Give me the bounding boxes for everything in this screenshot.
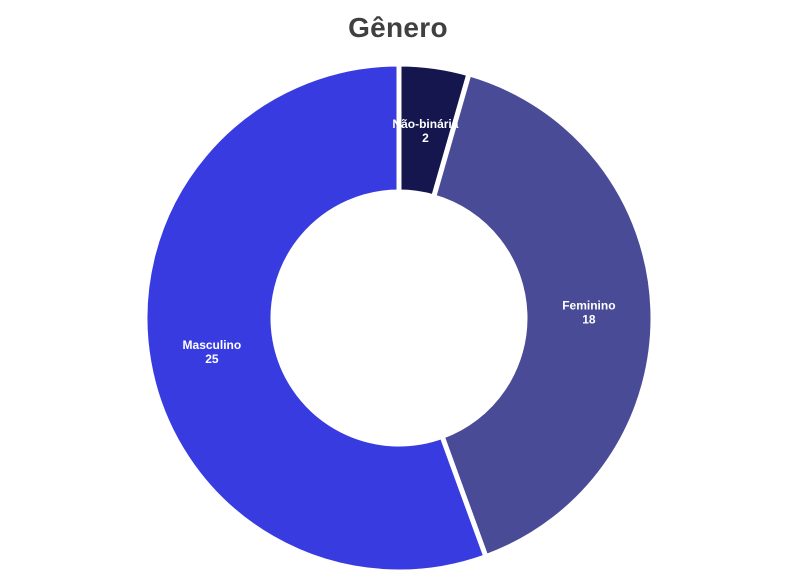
slice-label-feminino: Feminino <box>562 298 615 312</box>
slice-value-masculino: 25 <box>205 352 219 366</box>
chart-title: Gênero <box>348 12 448 43</box>
slice-value-feminino: 18 <box>582 312 596 326</box>
slice-value-nao-binaria: 2 <box>422 131 429 145</box>
slice-label-nao-binaria: Não-binária <box>392 117 458 131</box>
slice-feminino[interactable] <box>430 70 656 560</box>
slice-label-masculino: Masculino <box>183 338 242 352</box>
donut-slices <box>142 61 656 575</box>
slice-masculino[interactable] <box>142 61 490 575</box>
